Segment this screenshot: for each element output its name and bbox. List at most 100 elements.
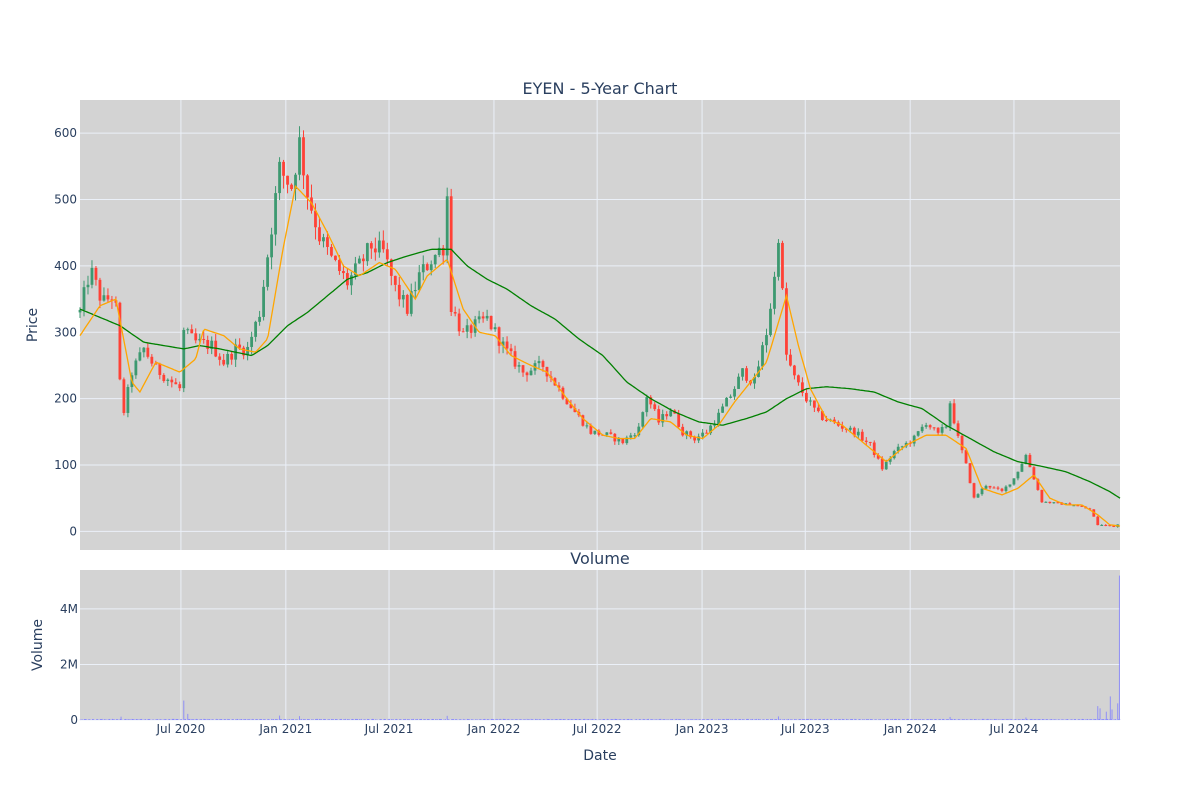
candle-body bbox=[781, 242, 784, 289]
volume-bar bbox=[810, 718, 812, 720]
volume-bar bbox=[320, 719, 322, 720]
volume-bar bbox=[703, 719, 705, 720]
price-plot-background bbox=[80, 100, 1120, 550]
volume-bar bbox=[570, 719, 572, 720]
volume-bar bbox=[353, 719, 355, 720]
volume-bar bbox=[825, 719, 827, 720]
volume-bar bbox=[297, 719, 299, 720]
volume-bar bbox=[759, 719, 761, 720]
volume-bar bbox=[1039, 719, 1041, 720]
volume-bar bbox=[949, 716, 951, 720]
volume-bar bbox=[556, 719, 558, 720]
price-gridlines bbox=[80, 100, 1120, 550]
volume-bar bbox=[1053, 719, 1055, 720]
candle-body bbox=[290, 184, 293, 190]
candle-body bbox=[589, 425, 593, 434]
volume-bar bbox=[1110, 719, 1112, 720]
volume-bar bbox=[1043, 719, 1045, 720]
volume-bar bbox=[708, 719, 710, 720]
volume-bar bbox=[455, 719, 457, 720]
volume-bar bbox=[1079, 719, 1081, 720]
volume-bar bbox=[1106, 719, 1108, 720]
volume-bar bbox=[479, 719, 481, 720]
volume-bar bbox=[273, 719, 275, 720]
volume-bar bbox=[508, 718, 510, 720]
candle-body bbox=[992, 487, 996, 489]
volume-bar bbox=[1006, 718, 1008, 720]
candle-body bbox=[888, 458, 892, 462]
volume-bar bbox=[351, 719, 353, 720]
volume-bar bbox=[411, 718, 413, 720]
volume-bar bbox=[546, 718, 548, 720]
volume-bar bbox=[1098, 719, 1100, 720]
volume-bar bbox=[871, 719, 873, 720]
date-x-tick-label: Jan 2021 bbox=[258, 722, 312, 736]
date-x-tick-label: Jan 2022 bbox=[467, 722, 521, 736]
volume-bar bbox=[824, 718, 826, 720]
volume-bar bbox=[391, 719, 393, 720]
volume-bar bbox=[894, 718, 896, 720]
volume-bar bbox=[663, 719, 665, 720]
volume-bar bbox=[818, 719, 820, 720]
volume-bar bbox=[642, 719, 644, 720]
volume-bar bbox=[1115, 719, 1117, 720]
candle-body bbox=[581, 415, 585, 426]
volume-bar bbox=[1094, 719, 1096, 720]
volume-bar bbox=[620, 719, 622, 720]
volume-bar bbox=[161, 719, 163, 720]
candle-body bbox=[860, 431, 864, 441]
candle-body bbox=[565, 398, 569, 405]
volume-bar bbox=[183, 700, 185, 720]
volume-bar bbox=[930, 719, 932, 720]
volume-bar bbox=[974, 719, 976, 720]
volume-bar bbox=[542, 719, 544, 720]
volume-bar bbox=[1005, 719, 1007, 720]
volume-bar bbox=[898, 719, 900, 720]
volume-bar bbox=[981, 719, 983, 720]
volume-bar bbox=[654, 719, 656, 720]
volume-bar bbox=[688, 719, 690, 720]
volume-bar bbox=[807, 719, 809, 720]
candle-body bbox=[437, 247, 441, 255]
volume-bar bbox=[140, 719, 142, 720]
volume-bar bbox=[842, 719, 844, 720]
volume-bar bbox=[1099, 708, 1101, 720]
volume-bar bbox=[851, 718, 853, 720]
candle-body bbox=[633, 435, 637, 437]
volume-chart-title: Volume bbox=[570, 549, 630, 568]
volume-bar bbox=[99, 719, 101, 720]
volume-bar bbox=[942, 718, 944, 720]
volume-bar bbox=[356, 718, 358, 720]
volume-bar bbox=[814, 719, 816, 720]
volume-bar bbox=[890, 719, 892, 720]
volume-bar bbox=[244, 719, 246, 720]
volume-bar bbox=[379, 719, 381, 720]
candle-body bbox=[401, 294, 405, 300]
volume-bar bbox=[819, 718, 821, 720]
candle-body bbox=[649, 397, 653, 405]
volume-bar bbox=[695, 719, 697, 720]
volume-bar bbox=[922, 719, 924, 720]
volume-bar bbox=[1109, 696, 1111, 720]
volume-y-axis-label: Volume bbox=[30, 619, 46, 671]
candle-body bbox=[1000, 488, 1004, 491]
volume-bar bbox=[806, 719, 808, 720]
volume-bar bbox=[191, 719, 193, 720]
volume-bar bbox=[427, 719, 429, 720]
volume-bar bbox=[227, 718, 229, 720]
volume-bar bbox=[1035, 719, 1037, 720]
candle-body bbox=[705, 432, 709, 434]
volume-bar bbox=[428, 719, 430, 720]
volume-bar bbox=[347, 719, 349, 720]
candle-body bbox=[777, 242, 780, 277]
candle-body bbox=[270, 234, 273, 258]
candle-body bbox=[916, 431, 920, 436]
volume-bar bbox=[343, 719, 345, 720]
volume-bar bbox=[772, 719, 774, 720]
volume-bar bbox=[913, 719, 915, 720]
price-y-tick-label: 100 bbox=[54, 458, 77, 472]
volume-bar bbox=[738, 719, 740, 720]
volume-bar bbox=[1047, 719, 1049, 720]
candle-body bbox=[820, 411, 824, 420]
volume-bar bbox=[957, 718, 959, 720]
